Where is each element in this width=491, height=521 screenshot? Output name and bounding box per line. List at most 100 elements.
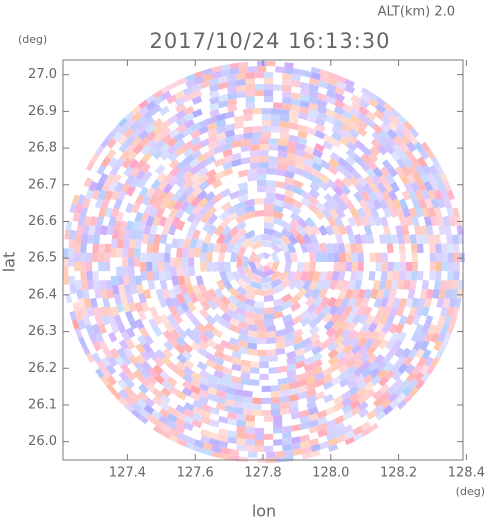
field-cell xyxy=(322,312,334,324)
field-cell xyxy=(380,398,392,409)
field-cell xyxy=(318,180,330,191)
field-cell xyxy=(198,333,210,344)
field-cell xyxy=(234,201,247,211)
field-cell xyxy=(145,130,157,142)
field-cell xyxy=(171,321,182,333)
field-cell xyxy=(181,387,193,397)
field-cell xyxy=(218,303,230,314)
field-cell xyxy=(299,434,311,443)
field-cell xyxy=(256,325,267,332)
field-cell xyxy=(96,360,107,372)
field-cell xyxy=(218,262,225,273)
field-cell xyxy=(325,242,334,254)
field-cell xyxy=(310,72,321,81)
field-cell xyxy=(447,189,455,201)
field-cell xyxy=(168,385,180,396)
field-cell xyxy=(423,181,434,192)
field-cell xyxy=(360,233,369,245)
field-cell xyxy=(290,411,301,420)
field-cell xyxy=(275,180,286,189)
field-cell xyxy=(392,297,402,309)
field-cell xyxy=(369,207,379,218)
field-cell xyxy=(424,356,435,368)
field-cell xyxy=(372,280,381,291)
field-cell xyxy=(159,198,170,210)
field-cell xyxy=(270,120,281,127)
field-cell xyxy=(174,169,186,181)
field-cell xyxy=(92,252,99,262)
field-cell xyxy=(363,224,373,236)
field-cell xyxy=(77,194,86,205)
field-cell xyxy=(321,208,332,220)
field-cell xyxy=(308,318,320,329)
field-cell xyxy=(319,441,330,450)
field-cell xyxy=(344,199,355,211)
field-cell xyxy=(379,122,391,133)
field-cell xyxy=(303,145,315,155)
field-cell xyxy=(94,225,102,236)
field-cell xyxy=(249,361,260,368)
field-cell xyxy=(297,217,309,229)
field-cell xyxy=(331,124,343,135)
field-cell xyxy=(357,394,369,405)
field-cell xyxy=(277,163,288,171)
field-cell xyxy=(125,220,134,231)
field-cell xyxy=(266,325,277,332)
field-cell xyxy=(171,275,179,286)
field-cell xyxy=(408,306,418,317)
field-cell xyxy=(160,90,172,101)
field-cell xyxy=(83,215,92,227)
field-cell xyxy=(440,323,450,335)
field-cell xyxy=(325,406,336,416)
field-cell xyxy=(351,262,358,272)
field-cell xyxy=(200,428,211,438)
field-cell xyxy=(191,83,202,92)
field-cell xyxy=(280,234,292,246)
field-cell xyxy=(114,181,124,193)
field-cell xyxy=(213,224,225,236)
field-cell xyxy=(383,102,394,112)
field-cell xyxy=(154,139,165,150)
field-cell xyxy=(333,112,345,122)
field-cell xyxy=(124,377,135,389)
field-cell xyxy=(140,144,151,156)
field-cell xyxy=(325,115,336,125)
field-cell xyxy=(198,395,209,405)
field-cell xyxy=(399,252,406,262)
field-cell xyxy=(301,337,313,348)
field-cell xyxy=(176,328,188,340)
field-cell xyxy=(294,161,306,170)
y-tick-label: 26.0 xyxy=(28,434,57,449)
field-cell xyxy=(333,395,344,405)
field-cell xyxy=(128,247,135,258)
field-cell xyxy=(74,262,81,272)
field-cell xyxy=(245,427,255,434)
field-cell xyxy=(341,397,353,408)
field-cell xyxy=(393,262,400,272)
field-cell xyxy=(316,409,328,419)
field-cell xyxy=(249,144,260,151)
field-cell xyxy=(327,252,334,262)
field-cell xyxy=(175,404,187,414)
field-cell xyxy=(85,352,95,364)
field-cell xyxy=(92,306,101,317)
field-cell xyxy=(271,262,280,274)
field-cell xyxy=(433,172,443,184)
field-cell xyxy=(386,384,398,396)
field-cell xyxy=(206,338,217,349)
field-cell xyxy=(368,271,376,281)
field-cell xyxy=(74,328,83,339)
field-cell xyxy=(286,140,297,149)
field-cell xyxy=(236,85,246,93)
field-cell xyxy=(390,150,401,162)
x-tick-label: 128.0 xyxy=(312,466,349,481)
field-cell xyxy=(382,108,394,120)
field-cell xyxy=(105,382,116,394)
field-cell xyxy=(409,280,417,290)
field-cell xyxy=(120,363,131,374)
field-cell xyxy=(168,428,180,438)
field-cell xyxy=(408,207,418,218)
field-cell xyxy=(433,206,443,218)
field-cell xyxy=(431,156,440,168)
field-cell xyxy=(268,367,279,374)
